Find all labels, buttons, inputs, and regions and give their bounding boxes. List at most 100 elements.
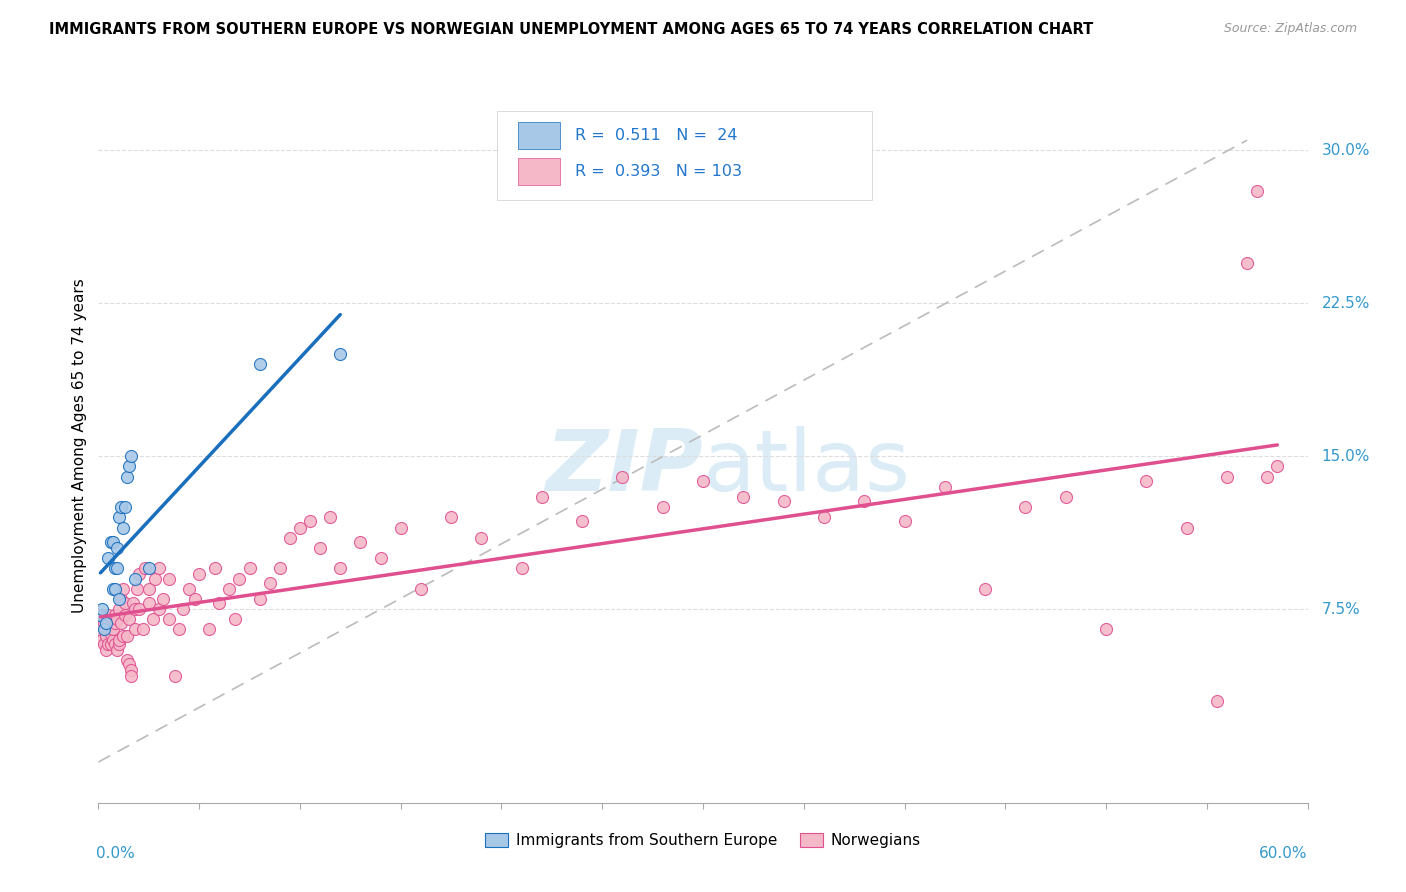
Point xyxy=(138,561,160,575)
Point xyxy=(103,582,125,596)
Point xyxy=(329,561,352,575)
Point xyxy=(157,572,180,586)
Point xyxy=(179,582,201,596)
Point xyxy=(120,669,142,683)
Point xyxy=(1095,623,1118,637)
Text: 0.0%: 0.0% xyxy=(96,846,135,861)
Point xyxy=(91,602,114,616)
Point xyxy=(89,623,111,637)
Point xyxy=(157,612,180,626)
Point xyxy=(1216,469,1239,483)
Point xyxy=(269,561,291,575)
Point xyxy=(114,500,136,515)
Point xyxy=(692,474,714,488)
Point xyxy=(319,510,342,524)
Point xyxy=(97,616,120,631)
Point xyxy=(309,541,332,555)
Point xyxy=(96,643,118,657)
FancyBboxPatch shape xyxy=(517,158,561,185)
Point xyxy=(91,608,114,623)
Point xyxy=(1135,474,1157,488)
Point xyxy=(239,561,262,575)
Point xyxy=(224,612,246,626)
Point xyxy=(349,534,371,549)
Text: 22.5%: 22.5% xyxy=(1322,296,1369,310)
Point xyxy=(163,669,186,683)
Text: 15.0%: 15.0% xyxy=(1322,449,1369,464)
Point xyxy=(97,551,120,566)
Point xyxy=(105,561,128,575)
Text: 60.0%: 60.0% xyxy=(1260,846,1308,861)
Point xyxy=(118,459,141,474)
Point xyxy=(107,510,129,524)
Text: IMMIGRANTS FROM SOUTHERN EUROPE VS NORWEGIAN UNEMPLOYMENT AMONG AGES 65 TO 74 YE: IMMIGRANTS FROM SOUTHERN EUROPE VS NORWE… xyxy=(49,22,1094,37)
FancyBboxPatch shape xyxy=(498,111,872,200)
Point xyxy=(1054,490,1077,504)
Point xyxy=(184,591,207,606)
Point xyxy=(440,510,463,524)
Point xyxy=(208,596,231,610)
Text: ZIP: ZIP xyxy=(546,425,703,509)
Point xyxy=(249,358,271,372)
Point xyxy=(100,637,122,651)
Point xyxy=(1236,255,1258,269)
Point xyxy=(118,612,141,626)
Point xyxy=(152,591,174,606)
Point xyxy=(651,500,673,515)
Text: atlas: atlas xyxy=(703,425,911,509)
Point xyxy=(148,602,170,616)
Point xyxy=(93,637,115,651)
Point xyxy=(138,582,160,596)
Point xyxy=(288,520,311,534)
Point xyxy=(97,637,120,651)
Point xyxy=(198,623,221,637)
Point xyxy=(93,623,115,637)
Point xyxy=(101,632,124,647)
Point xyxy=(128,567,150,582)
Point xyxy=(278,531,301,545)
Point xyxy=(974,582,997,596)
Point xyxy=(138,596,160,610)
Point xyxy=(389,520,412,534)
Point xyxy=(571,515,593,529)
Point xyxy=(100,626,122,640)
Point xyxy=(115,629,138,643)
Point xyxy=(172,602,194,616)
Point xyxy=(103,561,125,575)
Point xyxy=(370,551,392,566)
Point xyxy=(93,616,115,631)
Point xyxy=(115,653,138,667)
Point xyxy=(124,572,146,586)
Point xyxy=(1206,694,1229,708)
Point xyxy=(110,616,132,631)
Point xyxy=(107,602,129,616)
Point xyxy=(143,572,166,586)
Point xyxy=(1014,500,1036,515)
Point xyxy=(218,582,240,596)
Point xyxy=(1246,184,1268,198)
Point xyxy=(105,643,128,657)
Point xyxy=(105,612,128,626)
Point xyxy=(101,582,124,596)
Point xyxy=(228,572,250,586)
Text: 7.5%: 7.5% xyxy=(1322,601,1361,616)
Point xyxy=(204,561,226,575)
Point xyxy=(101,534,124,549)
Point xyxy=(249,591,271,606)
Point xyxy=(148,561,170,575)
Point xyxy=(120,449,142,463)
Point xyxy=(110,500,132,515)
Point xyxy=(110,591,132,606)
Text: Source: ZipAtlas.com: Source: ZipAtlas.com xyxy=(1223,22,1357,36)
Point xyxy=(188,567,211,582)
Point xyxy=(813,510,835,524)
Point xyxy=(121,596,143,610)
Point xyxy=(103,608,125,623)
Point xyxy=(299,515,322,529)
Point xyxy=(107,591,129,606)
Point xyxy=(772,494,794,508)
Point xyxy=(134,561,156,575)
Point xyxy=(142,612,165,626)
Point xyxy=(530,490,553,504)
Point xyxy=(114,596,136,610)
